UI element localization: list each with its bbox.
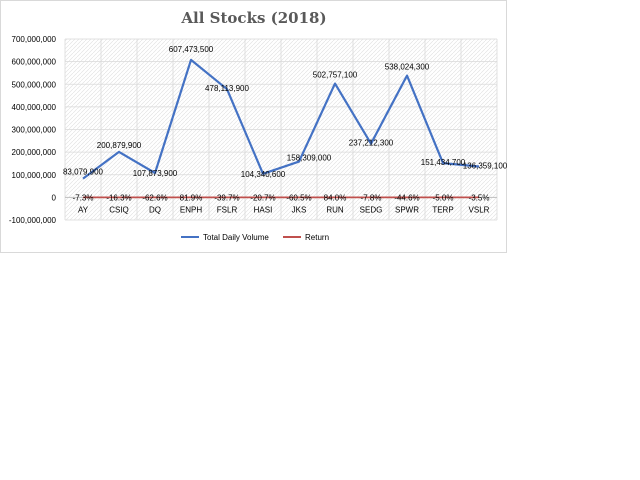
return-data-label: -7.3% bbox=[73, 193, 94, 202]
y-tick-label: 100,000,000 bbox=[12, 171, 57, 180]
volume-data-label: 502,757,100 bbox=[313, 71, 358, 80]
legend: Total Daily Volume Return bbox=[181, 233, 329, 242]
chart-area: 700,000,000 600,000,000 500,000,000 400,000… bbox=[0, 0, 508, 253]
y-tick-label: 600,000,000 bbox=[12, 58, 57, 67]
volume-data-label: 607,473,500 bbox=[169, 45, 214, 54]
volume-data-label: 104,340,600 bbox=[241, 170, 286, 179]
legend-label: Return bbox=[305, 233, 329, 242]
y-tick-label: 300,000,000 bbox=[12, 126, 57, 135]
x-tick-label: ENPH bbox=[180, 205, 202, 214]
return-data-label: -7.8% bbox=[361, 193, 382, 202]
volume-data-label: 136,359,100 bbox=[463, 162, 508, 171]
return-data-label: 84.0% bbox=[324, 193, 347, 202]
x-tick-label: SPWR bbox=[395, 205, 419, 214]
volume-data-label: 200,879,900 bbox=[97, 141, 142, 150]
volume-data-label: 538,024,300 bbox=[385, 63, 430, 72]
x-tick-label: CSIQ bbox=[109, 205, 129, 214]
volume-data-label: 478,113,900 bbox=[205, 84, 249, 93]
return-data-label: -20.7% bbox=[250, 193, 275, 202]
return-data-label: -16.3% bbox=[106, 193, 131, 202]
chart-title: All Stocks (2018) bbox=[180, 9, 326, 27]
x-tick-label: RUN bbox=[326, 205, 344, 214]
y-tick-label: 700,000,000 bbox=[12, 35, 57, 44]
return-data-label: -5.0% bbox=[433, 193, 454, 202]
x-tick-label: FSLR bbox=[217, 205, 238, 214]
volume-data-label: 151,434,700 bbox=[421, 158, 466, 167]
y-tick-label: -100,000,000 bbox=[9, 216, 57, 225]
x-tick-label: SEDG bbox=[360, 205, 383, 214]
line-chart: 700,000,000 600,000,000 500,000,000 400,000… bbox=[9, 9, 508, 242]
y-tick-label: 500,000,000 bbox=[12, 80, 57, 89]
volume-data-label: 158,309,000 bbox=[287, 154, 332, 163]
return-data-label: -44.6% bbox=[394, 193, 419, 202]
x-tick-label: AY bbox=[78, 205, 89, 214]
x-tick-label: VSLR bbox=[469, 205, 490, 214]
volume-data-label: 107,873,900 bbox=[133, 169, 178, 178]
return-data-label: -60.5% bbox=[286, 193, 311, 202]
volume-data-label: 83,079,900 bbox=[63, 168, 104, 177]
y-tick-label: 400,000,000 bbox=[12, 103, 57, 112]
x-tick-label: HASI bbox=[254, 205, 273, 214]
return-data-label: -39.7% bbox=[214, 193, 239, 202]
return-data-label: -3.5% bbox=[469, 193, 490, 202]
y-tick-label: 200,000,000 bbox=[12, 148, 57, 157]
legend-label: Total Daily Volume bbox=[203, 233, 269, 242]
return-data-label: 81.9% bbox=[180, 193, 203, 202]
series-line-total-daily-volume bbox=[82, 58, 480, 180]
x-tick-label: JKS bbox=[292, 205, 307, 214]
return-data-label: -62.6% bbox=[142, 193, 167, 202]
volume-data-label: 237,212,300 bbox=[349, 139, 394, 148]
y-tick-label: 0 bbox=[52, 193, 57, 202]
x-tick-label: TERP bbox=[432, 205, 453, 214]
x-tick-label: DQ bbox=[149, 205, 161, 214]
